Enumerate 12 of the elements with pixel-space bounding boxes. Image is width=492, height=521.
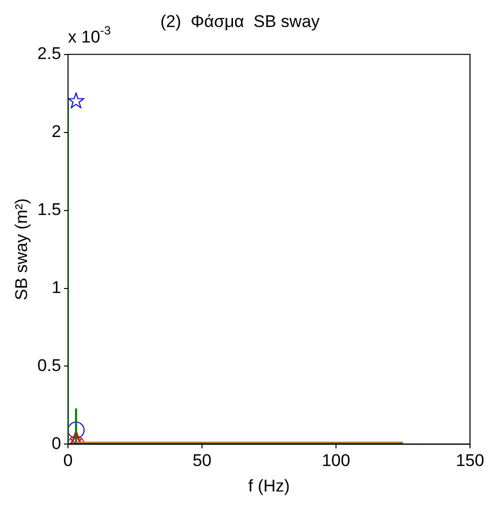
y-tick-label: 0 (52, 434, 62, 453)
x-tick-label: 150 (456, 451, 484, 470)
y-tick-label: 1 (52, 278, 62, 297)
x-axis-title: f (Hz) (248, 476, 290, 496)
y-axis-title: SB sway (m²) (12, 198, 31, 300)
x-tick-label: 50 (192, 451, 212, 470)
y-tick-label: 0.5 (37, 356, 62, 375)
chart-title: (2) Φάσμα SB sway (160, 12, 320, 31)
y-tick-label: 2 (52, 122, 62, 142)
x-tick-label: 100 (322, 451, 350, 470)
y-tick-label: 1.5 (37, 200, 62, 220)
y-tick-label: 2.5 (37, 44, 62, 64)
